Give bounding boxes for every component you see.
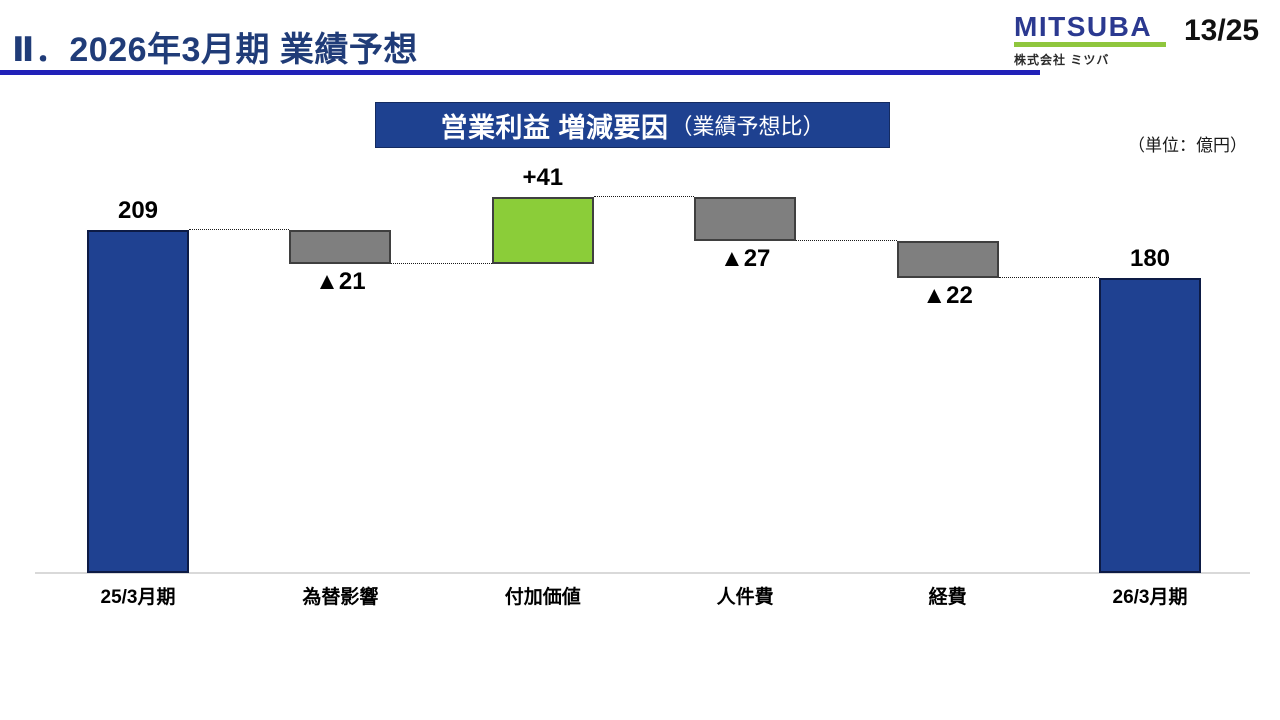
waterfall-connector-line — [593, 196, 695, 198]
waterfall-bar-decrease — [896, 241, 999, 278]
chart-title-main: 営業利益 増減要因 — [440, 112, 669, 143]
logo-company-name: 株式会社 ミツバ — [1014, 53, 1110, 68]
x-axis-line — [35, 572, 1250, 574]
company-logo: MITSUBA 株式会社 ミツバ — [1014, 12, 1174, 68]
x-axis-category-label: 26/3月期 — [1112, 587, 1188, 608]
bar-value-label: ▲21 — [315, 268, 366, 296]
x-axis-category-label: 為替影響 — [302, 587, 379, 608]
x-axis-category-label: 経費 — [928, 587, 967, 608]
logo-green-rule — [1014, 42, 1166, 48]
waterfall-connector-line — [998, 276, 1099, 278]
bar-value-label: +41 — [522, 164, 564, 192]
waterfall-connector-line — [391, 263, 492, 265]
chart-title-box: 営業利益 増減要因 （業績予想比） — [375, 102, 890, 148]
waterfall-bar-decrease — [289, 230, 392, 265]
logo-brand-text: MITSUBA — [1014, 11, 1153, 42]
bar-value-label: 180 — [1129, 244, 1171, 272]
waterfall-bar-increase — [491, 197, 594, 265]
slide-page-number: 13/25 — [1184, 14, 1260, 47]
waterfall-bar-decrease — [694, 197, 797, 242]
unit-label: （単位：億円） — [1128, 136, 1247, 155]
page-title: Ⅱ．2026年3月期 業績予想 — [12, 31, 418, 69]
header-underline — [0, 70, 1040, 75]
waterfall-connector-line — [189, 229, 290, 230]
bar-value-label: ▲27 — [719, 245, 771, 273]
bar-value-label: ▲22 — [922, 281, 973, 309]
bar-value-label: 209 — [117, 197, 159, 224]
waterfall-connector-line — [796, 240, 897, 242]
chart-title-sub: （業績予想比） — [670, 114, 825, 139]
x-axis-category-label: 人件費 — [716, 587, 774, 608]
x-axis-category-label: 付加価値 — [504, 587, 581, 608]
waterfall-bar-total — [87, 230, 189, 573]
x-axis-category-label: 25/3月期 — [100, 587, 176, 608]
waterfall-bar-total — [1099, 277, 1201, 573]
